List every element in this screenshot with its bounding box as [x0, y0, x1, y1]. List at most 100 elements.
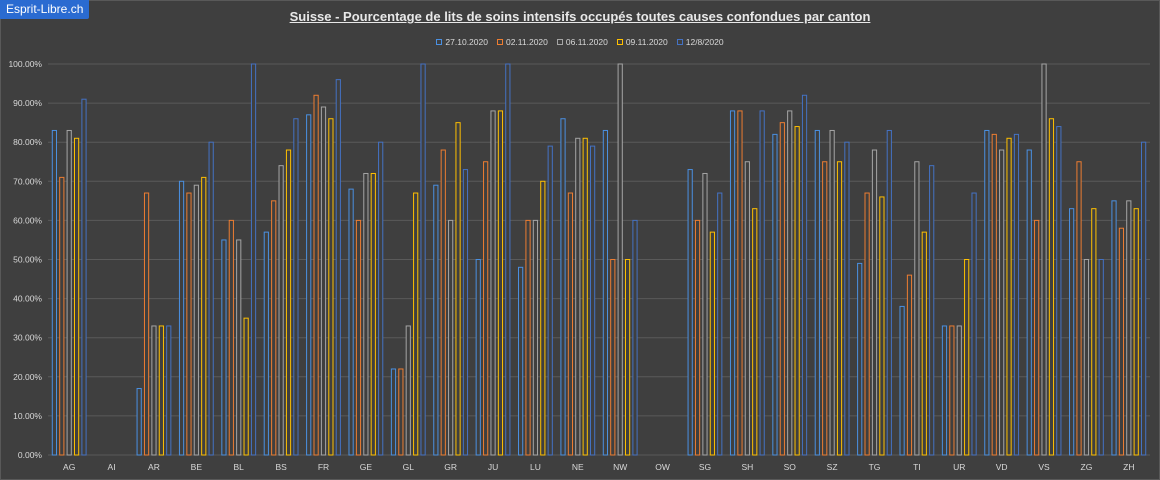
x-tick-label: GL — [403, 462, 415, 472]
bar — [1111, 200, 1117, 456]
x-tick-label: VD — [996, 462, 1008, 472]
bar — [440, 149, 446, 456]
bar — [779, 122, 785, 456]
bar — [929, 165, 935, 456]
bar — [737, 110, 743, 456]
bar — [320, 106, 327, 456]
x-tick-label: TI — [913, 462, 921, 472]
bar — [1076, 161, 1082, 456]
bar — [398, 368, 404, 456]
bar — [941, 325, 948, 456]
bar — [250, 63, 257, 456]
bar — [632, 219, 638, 456]
bar — [355, 219, 362, 456]
bar — [1141, 141, 1147, 456]
bar — [991, 133, 997, 456]
bar — [1091, 208, 1097, 456]
legend-label: 27.10.2020 — [445, 37, 488, 47]
bar — [1048, 118, 1055, 456]
bar — [193, 184, 199, 456]
y-tick-label: 30.00% — [13, 333, 42, 343]
bar — [1041, 63, 1047, 456]
bar — [490, 110, 496, 456]
legend-item: 02.11.2020 — [496, 37, 548, 47]
x-tick-label: AI — [108, 462, 116, 472]
x-tick-label: SH — [741, 462, 753, 472]
x-tick-label: BL — [234, 462, 245, 472]
bar — [864, 192, 870, 456]
x-tick-label: ZG — [1081, 462, 1093, 472]
bar — [363, 172, 369, 456]
bar — [221, 239, 227, 456]
bar — [752, 208, 758, 456]
bar — [575, 137, 581, 456]
bar — [228, 219, 234, 456]
bar — [73, 137, 80, 456]
bar — [906, 274, 913, 456]
x-tick-label: FR — [318, 462, 329, 472]
x-tick-label: JU — [488, 462, 498, 472]
bar — [899, 305, 905, 456]
bar — [335, 79, 341, 456]
bar — [540, 180, 546, 456]
bar — [729, 110, 736, 456]
bar — [694, 219, 701, 456]
bar — [709, 231, 715, 456]
bar — [433, 184, 439, 456]
bar — [590, 145, 596, 456]
bar — [772, 133, 778, 456]
bar — [871, 149, 878, 456]
bar — [243, 317, 249, 456]
bar — [617, 63, 623, 456]
y-tick-label: 70.00% — [13, 176, 42, 186]
bar — [497, 110, 504, 456]
bar — [794, 126, 800, 456]
y-tick-label: 80.00% — [13, 137, 42, 147]
bar — [293, 118, 299, 456]
bar — [413, 192, 419, 456]
bar — [59, 176, 65, 456]
bar — [1034, 219, 1040, 456]
legend-swatch — [616, 39, 623, 45]
bar — [178, 180, 185, 456]
x-tick-label: ZH — [1123, 462, 1134, 472]
bar — [81, 98, 87, 456]
x-tick-label: GE — [360, 462, 373, 472]
legend-label: 09.11.2020 — [625, 37, 668, 47]
x-tick-label: SZ — [827, 462, 838, 472]
legend-label: 02.11.2020 — [505, 37, 548, 47]
x-tick-label: UR — [953, 462, 965, 472]
bar — [285, 149, 292, 456]
y-tick-label: 40.00% — [13, 294, 42, 304]
bar — [370, 172, 376, 456]
bar — [702, 172, 708, 456]
legend-item: 09.11.2020 — [616, 37, 668, 47]
bar — [475, 259, 481, 456]
bar — [1133, 208, 1139, 456]
legend-label: 06.11.2020 — [565, 37, 608, 47]
bar — [567, 192, 574, 456]
bar — [455, 122, 461, 456]
bar — [328, 118, 334, 456]
bar — [717, 192, 723, 456]
bar — [822, 161, 828, 456]
bar — [1069, 208, 1075, 456]
x-tick-label: SG — [699, 462, 711, 472]
bar — [844, 141, 850, 456]
brand-logo[interactable]: Esprit-Libre.ch — [0, 0, 90, 19]
y-tick-label: 90.00% — [13, 98, 42, 108]
bar — [1118, 227, 1125, 456]
bar — [1098, 259, 1104, 456]
bar — [964, 259, 970, 456]
chart-title: Suisse - Pourcentage de lits de soins in… — [289, 9, 871, 24]
bar — [602, 129, 608, 456]
bar — [1056, 126, 1062, 456]
x-tick-label: BE — [191, 462, 203, 472]
bar — [879, 196, 885, 456]
bar — [348, 188, 354, 456]
bar — [306, 114, 312, 456]
bar — [186, 192, 192, 456]
bar — [914, 161, 920, 456]
bar — [158, 325, 164, 456]
